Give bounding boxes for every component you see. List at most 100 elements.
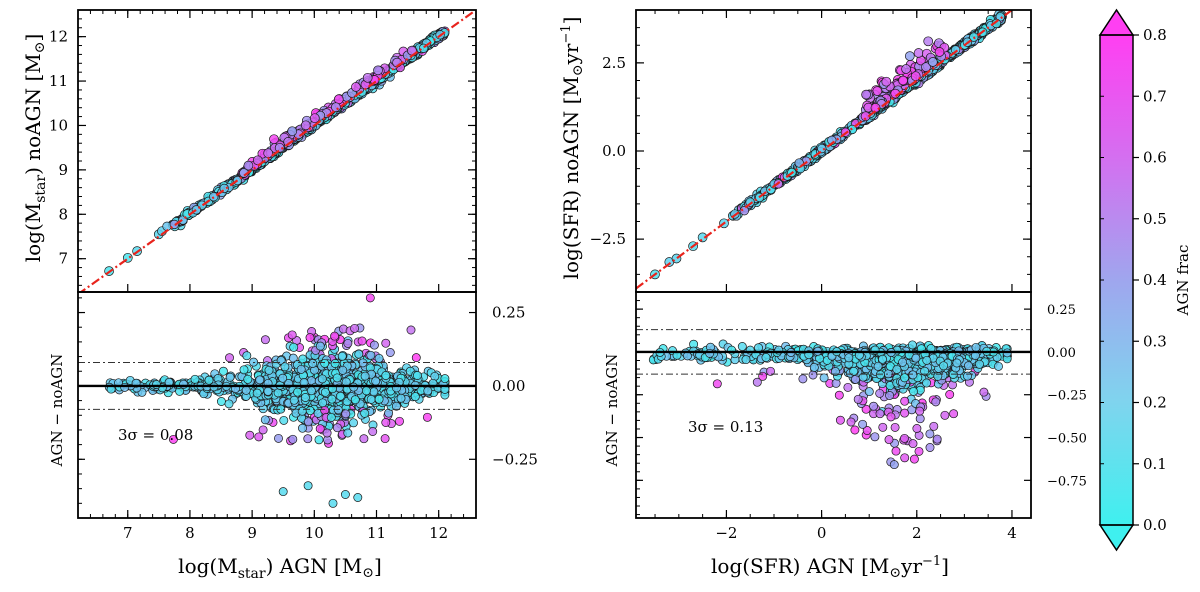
sfr-excess-point [898,75,908,86]
mass-residual-point [287,330,297,340]
mass-residual-point [243,374,253,384]
mass-residual-point [225,372,235,382]
tick-label: 7 [123,524,133,542]
mass-residual-point [412,371,422,380]
sfr-residual-point [908,439,918,449]
tick-label: −2 [715,524,737,542]
tick-label: −0.25 [492,450,538,468]
tick-label: 4 [1007,524,1017,542]
tick-label: 0.00 [1047,346,1076,361]
mass-residual-point [315,424,325,434]
residual-points-sfr [648,339,1012,470]
mass-residual-point [411,353,421,363]
mass-residual-point [341,409,351,419]
mass-residual-point [288,434,298,444]
sfr-residual-point [940,410,950,420]
sfr-residual-point [909,386,918,396]
sfr-residual-point [922,355,932,365]
mass-residual-point [349,418,358,428]
one-to-one-line-right [636,10,1014,290]
sfr-residual-point [922,378,932,388]
sfr-residual-point [911,353,921,363]
mass-residual-point [252,388,262,398]
tick-label: 0 [817,524,827,542]
sfr-residual-point [809,362,819,372]
mass-residual-point [406,325,416,335]
sfr-residual-point [975,359,984,369]
mass-residual-point [395,416,404,426]
mass-residual-point [354,349,364,359]
mass-residual-point [320,405,330,415]
sfr-residual-point [831,378,841,388]
sfr-excess-point [927,57,938,67]
sfr-excess-point [921,62,931,72]
sfr-residual-point [898,357,908,367]
mass-residual-point [239,365,249,375]
mass-residual-point [298,354,308,364]
sfr-excess-point [901,64,911,74]
tick-label: −0.75 [1047,474,1087,489]
tick-label: −0.25 [1047,389,1087,404]
mass-residual-point [254,432,264,442]
mass-excess-point [362,72,373,83]
sfr-residual-point [907,340,917,350]
mass-residual-point [263,386,273,396]
sfr-residual-point [925,429,935,439]
mass-residual-point [381,338,391,348]
sfr-residual-point [862,426,872,435]
residual-lines-left [78,361,476,410]
sfr-residual-point [875,388,885,398]
mass-residual-point [365,293,375,303]
mass-residual-point [308,359,318,368]
mass-residual-point [204,375,214,385]
mass-residual-point [314,435,324,445]
sfr-residual-point [861,404,871,414]
sfr-residual-point [819,373,829,383]
mass-residual-point [374,353,384,363]
tick-label: 0.00 [492,377,525,395]
tick-label: 8 [185,524,195,542]
mass-residual-point [327,394,337,404]
mass-residual-point [305,333,315,343]
sfr-residual-point [766,366,775,376]
sfr-residual-point [875,370,885,380]
mass-residual-point [274,433,283,443]
mass-excess-point [274,142,285,153]
tick-label: 0.25 [1047,303,1076,318]
residual-points-stellar-mass [104,293,450,508]
mass-residual-point [380,434,390,444]
mass-residual-point [385,348,395,357]
sfr-residual-point [878,354,887,364]
sfr-residual-point [915,414,925,424]
mass-residual-point [258,425,268,435]
tick-label: −2.5 [590,230,626,248]
mass-excess-point [309,113,320,124]
mass-residual-point [374,394,384,404]
sfr-excess-point [861,89,871,100]
mass-residual-point [328,498,338,508]
sfr-residual-point [914,446,924,456]
sfr-residual-point [884,435,894,445]
mass-residual-point [278,487,288,497]
mass-residual-point [289,395,299,405]
mass-excess-point [287,126,298,137]
sfr-residual-point [925,443,935,452]
mass-residual-point [340,490,350,499]
mass-residual-point [300,393,310,402]
sfr-residual-point [761,353,771,362]
sfr-residual-point [858,419,868,429]
mass-residual-point [260,335,270,345]
mass-residual-point [361,386,371,396]
mass-residual-point [152,380,161,389]
tick-label: 9 [247,524,257,542]
mass-excess-point [351,82,361,92]
tick-label: 0.0 [602,142,626,160]
mass-residual-point [337,351,347,361]
mass-residual-point [360,371,370,381]
tick-label: 2 [912,524,922,542]
mass-excess-point [269,134,279,145]
mass-residual-point [242,351,252,361]
mass-residual-point [410,392,420,402]
axis-ticks: 7 8 9 10 11 12 −2 0 2 47891011122.50.0−2.50.250.0… [49,9,1087,542]
